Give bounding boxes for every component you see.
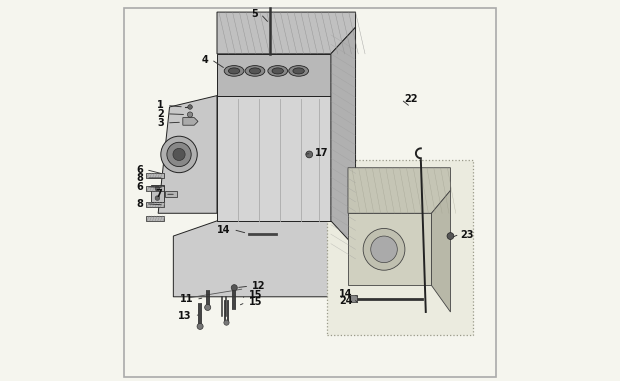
Text: 13: 13 — [178, 311, 192, 321]
Text: 24: 24 — [339, 296, 353, 306]
Text: 5: 5 — [251, 9, 258, 19]
Circle shape — [224, 320, 229, 325]
Ellipse shape — [268, 66, 288, 76]
Circle shape — [188, 105, 192, 109]
Circle shape — [161, 136, 197, 173]
Text: 17: 17 — [314, 148, 328, 158]
Polygon shape — [348, 213, 432, 285]
Text: 3: 3 — [157, 118, 164, 128]
Text: 1: 1 — [157, 101, 164, 110]
Polygon shape — [432, 190, 451, 312]
Circle shape — [447, 233, 454, 240]
Circle shape — [155, 186, 160, 191]
Text: 2: 2 — [157, 109, 164, 119]
Polygon shape — [217, 96, 331, 221]
Circle shape — [173, 148, 185, 160]
Circle shape — [363, 229, 405, 270]
Polygon shape — [217, 12, 355, 54]
Text: 23: 23 — [460, 230, 474, 240]
Text: 14: 14 — [217, 225, 230, 235]
Circle shape — [231, 285, 237, 291]
Text: 4: 4 — [202, 54, 208, 64]
Bar — [146, 186, 164, 191]
Ellipse shape — [289, 66, 309, 76]
Text: 15: 15 — [249, 298, 262, 307]
Polygon shape — [158, 96, 217, 213]
Polygon shape — [174, 221, 355, 323]
Text: 7: 7 — [155, 189, 162, 199]
Bar — [146, 202, 164, 207]
Text: 6: 6 — [136, 165, 143, 174]
Ellipse shape — [272, 68, 283, 74]
Ellipse shape — [249, 68, 260, 74]
Polygon shape — [348, 168, 451, 213]
Text: 8: 8 — [136, 199, 143, 209]
Polygon shape — [217, 54, 331, 96]
Text: 22: 22 — [404, 94, 418, 104]
Text: 12: 12 — [252, 281, 266, 291]
Ellipse shape — [293, 68, 304, 74]
Circle shape — [167, 142, 191, 166]
Text: 6: 6 — [136, 182, 143, 192]
Ellipse shape — [245, 66, 265, 76]
Polygon shape — [183, 118, 198, 125]
Circle shape — [371, 236, 397, 263]
Circle shape — [306, 151, 312, 158]
Ellipse shape — [224, 66, 244, 76]
Circle shape — [155, 196, 160, 200]
Circle shape — [187, 112, 193, 117]
Text: 8: 8 — [136, 173, 143, 183]
Polygon shape — [151, 185, 164, 202]
Text: 11: 11 — [180, 295, 193, 304]
Polygon shape — [327, 160, 473, 335]
Bar — [146, 216, 164, 221]
Bar — [165, 191, 177, 197]
Bar — [350, 295, 356, 303]
Text: ReplacementParts.com: ReplacementParts.com — [191, 183, 368, 198]
Text: 15: 15 — [249, 290, 262, 300]
Bar — [146, 173, 164, 178]
Text: 14: 14 — [339, 289, 353, 299]
Circle shape — [197, 323, 203, 330]
Circle shape — [205, 304, 211, 311]
Ellipse shape — [228, 68, 240, 74]
Polygon shape — [331, 27, 355, 247]
